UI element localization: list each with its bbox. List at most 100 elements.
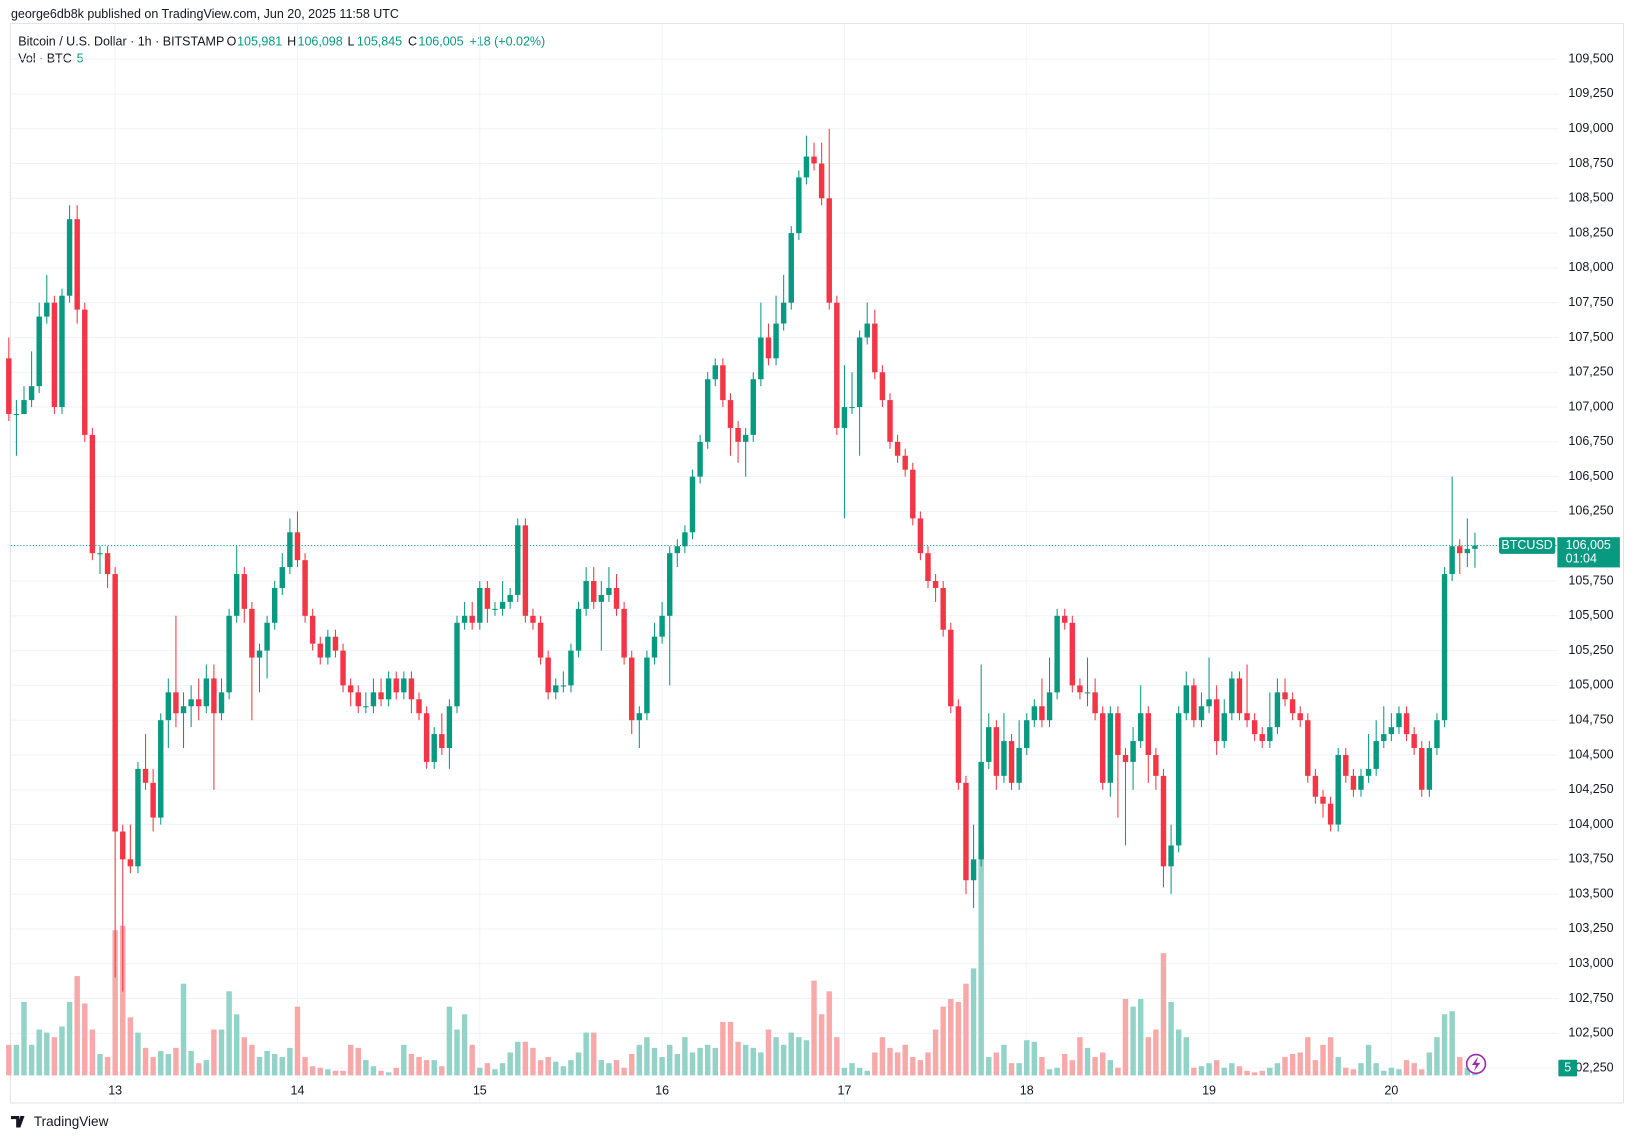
volume-bar [1403,1060,1410,1076]
volume-bar [112,930,118,1076]
candle-body [917,518,924,554]
candle-body [112,574,118,832]
candle-body [818,163,825,199]
candle-body [910,469,916,519]
candle-body [28,386,35,401]
volume-bar [1464,1067,1471,1076]
volume-bar [1396,1069,1402,1076]
candle-body [416,699,422,714]
h-key: H [287,35,296,49]
y-tick-label: 103,250 [1568,921,1613,935]
candle-body [1411,734,1417,749]
symbol: Bitcoin / U.S. Dollar · 1h · BITSTAMP [18,35,224,49]
x-tick-label: 13 [108,1083,122,1097]
candle-body [970,859,977,881]
candle-body [218,692,225,714]
candle-body [712,365,718,380]
volume-bar [325,1069,331,1076]
candle-body [325,636,331,658]
volume-bar [59,1026,65,1076]
candle-body [347,685,354,693]
volume-bar [120,925,126,1076]
volume-bar [6,1044,12,1076]
volume-bar [1251,1072,1258,1076]
candle-body [704,379,711,442]
candle-body [188,699,194,707]
volume-bar [629,1053,635,1076]
candle-body [1016,748,1022,783]
o-value: 105,981 [237,35,282,49]
volume-bar [226,991,232,1076]
volume-bar [82,1003,88,1076]
volume-bar [689,1052,696,1076]
volume-bar [454,1029,460,1076]
candle-body [1289,699,1296,714]
volume-bar [1426,1052,1433,1076]
brand: TradingView [10,1114,109,1129]
candle-body [484,587,491,609]
candle-body [1297,713,1303,721]
volume-bar [1388,1067,1395,1076]
volume-bar [1016,1063,1022,1076]
candle-body [925,553,931,582]
volume-bar [674,1053,681,1076]
volume-bar [1206,1063,1212,1076]
volume-bar [1244,1070,1250,1076]
volume-bar [993,1052,1000,1076]
x-tick-label: 14 [291,1083,305,1097]
candle-body [598,594,605,602]
candle-body [803,156,810,178]
y-tick-label: 102,500 [1568,1026,1613,1040]
y-tick-label: 108,750 [1568,156,1613,170]
y-tick-label: 104,000 [1568,817,1613,831]
y-tick-label: 108,500 [1568,191,1613,205]
y-tick-label: 103,500 [1568,886,1613,900]
candle-body [1024,720,1030,749]
candle-body [1221,713,1227,742]
candle-body [849,407,855,409]
volume-bar [978,846,984,1076]
volume-bar [1320,1044,1326,1076]
volume-bar [758,1052,764,1076]
y-tick-label: 109,500 [1568,51,1613,65]
y-tick-label: 105,750 [1568,573,1613,587]
volume-bar [309,1066,316,1076]
volume-bar [294,1006,301,1076]
candle-body [879,372,886,401]
volume-bar [925,1052,931,1076]
volume-bar [241,1037,248,1076]
candle-body [393,678,399,693]
candle-body [1099,713,1106,783]
volume-bar [697,1047,703,1076]
volume-bar [606,1063,612,1076]
candle-body [1031,706,1038,721]
candle-body [1464,548,1471,554]
candle-body [378,692,384,700]
candle-body [180,706,187,714]
candle-body [674,546,681,554]
candle-body [902,455,908,470]
volume-bar [1229,1063,1235,1076]
candle-body [294,532,301,561]
candle-body [1069,622,1076,686]
x-tick-label: 19 [1202,1083,1216,1097]
volume-bar [1312,1060,1319,1076]
volume-bar [560,1066,567,1076]
volume-bar [1054,1067,1060,1076]
candle-body [560,685,567,687]
volume-bar [1411,1063,1417,1076]
volume-bar [363,1060,369,1076]
volume-bar [484,1063,491,1076]
candle-body [834,302,840,428]
volume-bar [469,1044,475,1076]
volume-bar [621,1067,627,1076]
volume-bar [1130,1006,1136,1076]
volume-bar [872,1052,878,1076]
candle-body [492,608,498,610]
candle-body [750,379,756,435]
candle-body [978,761,984,860]
volume-bar [97,1053,103,1076]
candle-body [241,574,248,609]
volume-bar [196,1063,202,1076]
